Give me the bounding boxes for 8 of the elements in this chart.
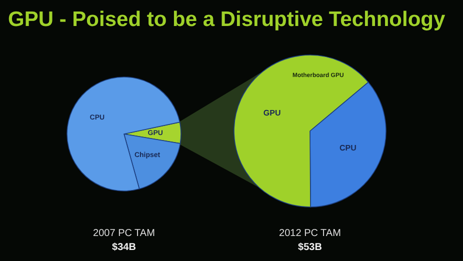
- text: 2007 PC TAM: [93, 228, 155, 239]
- text: GPU - Poised to be a Disruptive Technology: [8, 8, 446, 31]
- pie-slice: [66, 76, 180, 192]
- slice-label: GPU: [263, 108, 281, 118]
- text: 2012 PC TAM: [279, 228, 341, 239]
- slice-label: CPU: [340, 144, 357, 153]
- text: $34B: [112, 242, 136, 253]
- text: $53B: [298, 242, 322, 253]
